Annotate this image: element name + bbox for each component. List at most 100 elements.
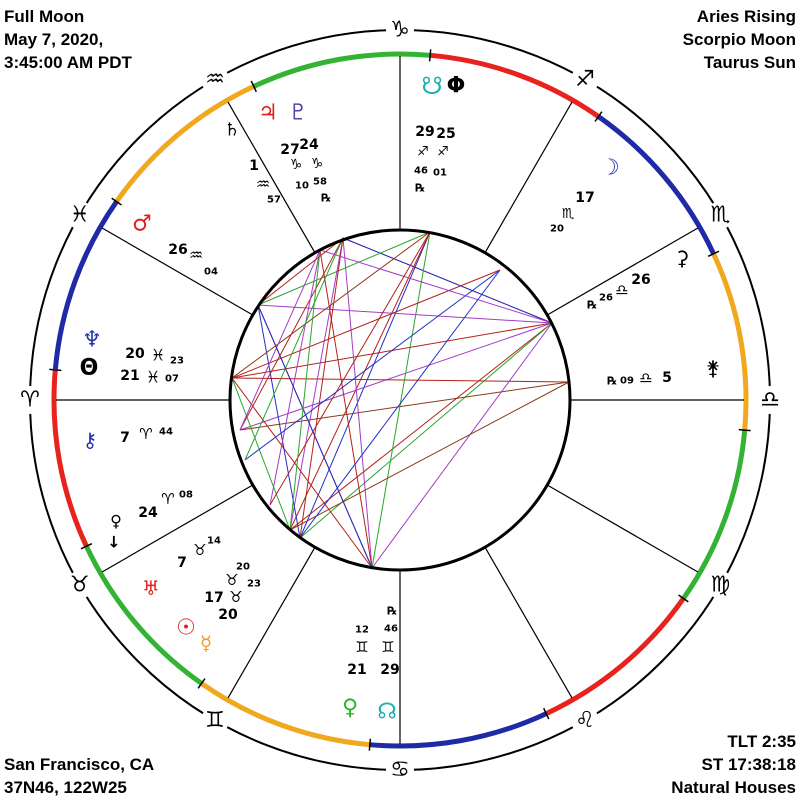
ring-segment	[200, 681, 371, 748]
placement-label: 58	[313, 177, 327, 188]
placement-label: 57	[267, 195, 281, 206]
placement-label: ♂	[132, 212, 152, 237]
placement-label: ♅	[142, 576, 160, 600]
placement-label: ℞	[587, 299, 597, 312]
placement-label: 07	[165, 374, 179, 385]
ring-tick	[111, 197, 122, 206]
aspect-line	[289, 231, 431, 531]
house-cusp	[546, 227, 699, 316]
placement-label: 26	[631, 272, 650, 288]
sign-bg	[201, 706, 229, 735]
house-cusp	[484, 546, 573, 699]
sign-glyph: ♋	[390, 758, 410, 783]
aspect-line	[289, 237, 344, 531]
placement-label: 09	[620, 376, 634, 387]
aspect-line	[319, 249, 553, 324]
ring-tick	[543, 707, 550, 720]
ring-tick	[707, 250, 720, 257]
ring-tick	[428, 49, 432, 62]
placement-label: ♓	[146, 368, 160, 387]
aspect-line	[299, 269, 501, 539]
aspect-line	[231, 377, 373, 569]
placement-label: 29	[380, 662, 399, 678]
aspect-line	[299, 237, 344, 539]
placement-label: ♒	[256, 175, 270, 194]
ring-segment	[369, 711, 548, 749]
house-cusp	[227, 101, 316, 254]
placement-label: 7	[120, 430, 130, 446]
placement-label: 26	[599, 293, 613, 304]
house-cusp	[546, 484, 699, 573]
placements: ♃ ♇♄27 24♑ ♑10 58℞1♒57☋ Φ29 25♐ ♐46 01℞☽17♏20⚳26…	[80, 72, 721, 725]
aspect-line	[239, 381, 570, 431]
placement-label: ⚵	[706, 356, 721, 380]
ring-segment	[681, 429, 748, 600]
placement-label: ℞	[321, 192, 331, 205]
placement-label: 12	[355, 625, 369, 636]
placement-label: 17	[575, 190, 594, 206]
placement-label: Φ	[447, 74, 466, 99]
aspect-line	[289, 249, 321, 531]
placement-label: ♇	[288, 101, 308, 126]
house-cusp	[484, 101, 573, 254]
ring-segment	[545, 597, 686, 716]
aspect-line	[371, 231, 431, 569]
sign-glyph: ♏	[711, 203, 731, 228]
ring-segment	[252, 51, 431, 89]
placement-label: ☽	[600, 156, 620, 181]
aspect-line	[299, 231, 431, 539]
placement-label: 20	[236, 562, 250, 573]
ring-tick	[368, 738, 372, 751]
sign-bg	[571, 65, 599, 94]
sign-bg	[65, 201, 94, 229]
house-cusp	[227, 546, 316, 699]
aspect-line	[289, 381, 570, 531]
sign-glyph: ♓	[70, 203, 90, 228]
placement-label: ℞	[607, 375, 617, 388]
placement-label: ♀	[110, 512, 122, 531]
placement-label: 10	[295, 181, 309, 192]
placement-label: 17	[204, 590, 223, 606]
placement-label: 25	[436, 126, 455, 142]
sign-glyph: ♊	[205, 708, 225, 733]
ring-segment	[52, 200, 119, 371]
placement-label: 23	[170, 356, 184, 367]
ring-tick	[250, 80, 257, 93]
sign-glyphs: ♈ ♉ ♊ ♋ ♌ ♍ ♎ ♏ ♐ ♑ ♒ ♓	[16, 16, 784, 784]
placement-label: ♊	[355, 638, 368, 656]
sign-glyph: ♉	[70, 573, 90, 598]
placement-label: 44	[159, 427, 173, 438]
house-lines	[56, 56, 744, 744]
ring-segment	[84, 545, 203, 686]
placement-label: ⚷	[83, 428, 98, 452]
house-cusp	[101, 227, 254, 316]
placement-label: Θ	[80, 356, 99, 381]
placement-label: ☋	[421, 72, 442, 100]
sign-bg	[706, 201, 735, 229]
placement-label: ☿	[200, 631, 212, 655]
aspect-line	[371, 322, 553, 569]
placement-label: ♆	[82, 328, 102, 353]
placement-label: 24	[138, 505, 158, 521]
sign-glyph: ♌	[575, 708, 595, 733]
placement-label: 20	[125, 346, 145, 362]
aspect-line	[231, 231, 431, 379]
sign-bg	[201, 65, 229, 94]
inner-circle	[228, 228, 572, 572]
ring-tick	[678, 594, 689, 603]
placement-label: ♉	[229, 588, 242, 606]
sign-bg	[571, 706, 599, 735]
aspect-line	[231, 377, 570, 383]
aspect-line	[257, 231, 431, 306]
placement-label: 20	[218, 607, 238, 623]
aspect-line	[257, 304, 553, 324]
placement-label: ℞	[415, 182, 425, 195]
aspect-line	[239, 249, 321, 431]
placement-label: ♈	[139, 425, 152, 443]
placement-label: ♀	[342, 696, 358, 721]
aspect-line	[289, 322, 553, 531]
ring-tick	[738, 428, 751, 432]
placement-label: ♈	[161, 490, 174, 508]
